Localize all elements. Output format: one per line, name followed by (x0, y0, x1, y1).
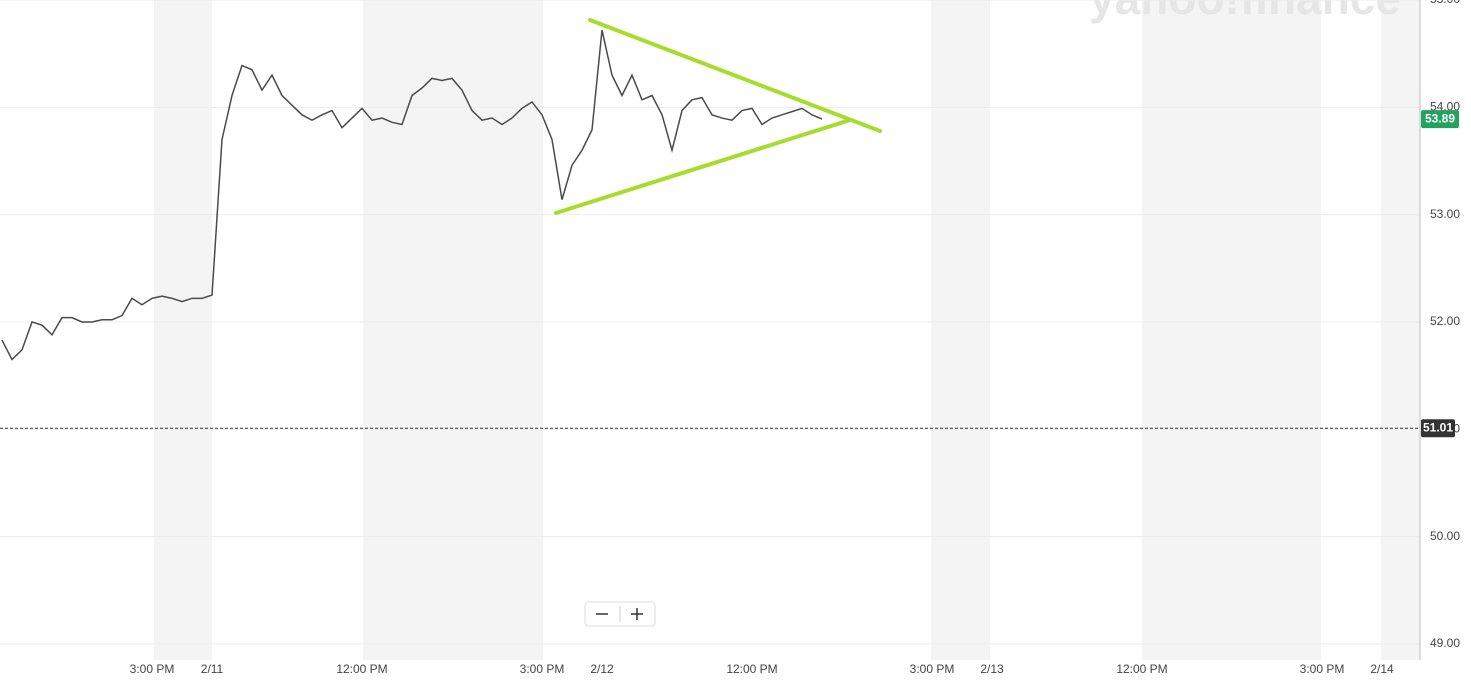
x-tick-label: 2/12 (590, 662, 614, 676)
watermark: yahoo!finance (1089, 0, 1401, 24)
price-line (1, 29, 823, 361)
x-tick-label: 12:00 PM (1116, 662, 1167, 676)
session-bands (154, 0, 1420, 660)
x-tick-label: 3:00 PM (130, 662, 175, 676)
last-price-badge (1421, 110, 1459, 129)
x-tick-label: 12:00 PM (336, 662, 387, 676)
plot (0, 29, 1420, 429)
session-band (154, 0, 212, 660)
reference-label: 51.01 (1423, 420, 1453, 434)
y-tick-label: 50.00 (1430, 529, 1460, 543)
zoom-in[interactable] (631, 608, 643, 620)
session-band (931, 0, 990, 660)
zoom-control (584, 601, 656, 627)
upper-trend-line (588, 18, 882, 133)
session-band (363, 0, 543, 660)
x-tick-label: 3:00 PM (1300, 662, 1345, 676)
grid (0, 0, 1420, 645)
x-tick-label: 3:00 PM (520, 662, 565, 676)
x-tick-label: 2/14 (1370, 662, 1394, 676)
x-tick-label: 3:00 PM (910, 662, 955, 676)
x-tick-label: 12:00 PM (726, 662, 777, 676)
reference-badge (1421, 419, 1455, 438)
y-tick-label: 54.00 (1430, 99, 1460, 113)
y-tick-label: 52.00 (1430, 314, 1460, 328)
session-band (1142, 0, 1321, 660)
y-tick-label: 49.00 (1430, 636, 1460, 650)
x-tick-label: 2/11 (201, 662, 224, 676)
y-tick-label: 53.00 (1430, 207, 1460, 221)
trend-lines (554, 18, 882, 215)
lower-trend-line (554, 118, 852, 215)
last-price-label: 53.89 (1425, 111, 1455, 125)
labels: 49.0050.0051.0052.0053.0054.0055.003:00 … (130, 0, 1461, 676)
x-tick-label: 2/13 (980, 662, 1004, 676)
session-band (1381, 0, 1420, 660)
y-tick-label: 55.00 (1430, 0, 1460, 6)
